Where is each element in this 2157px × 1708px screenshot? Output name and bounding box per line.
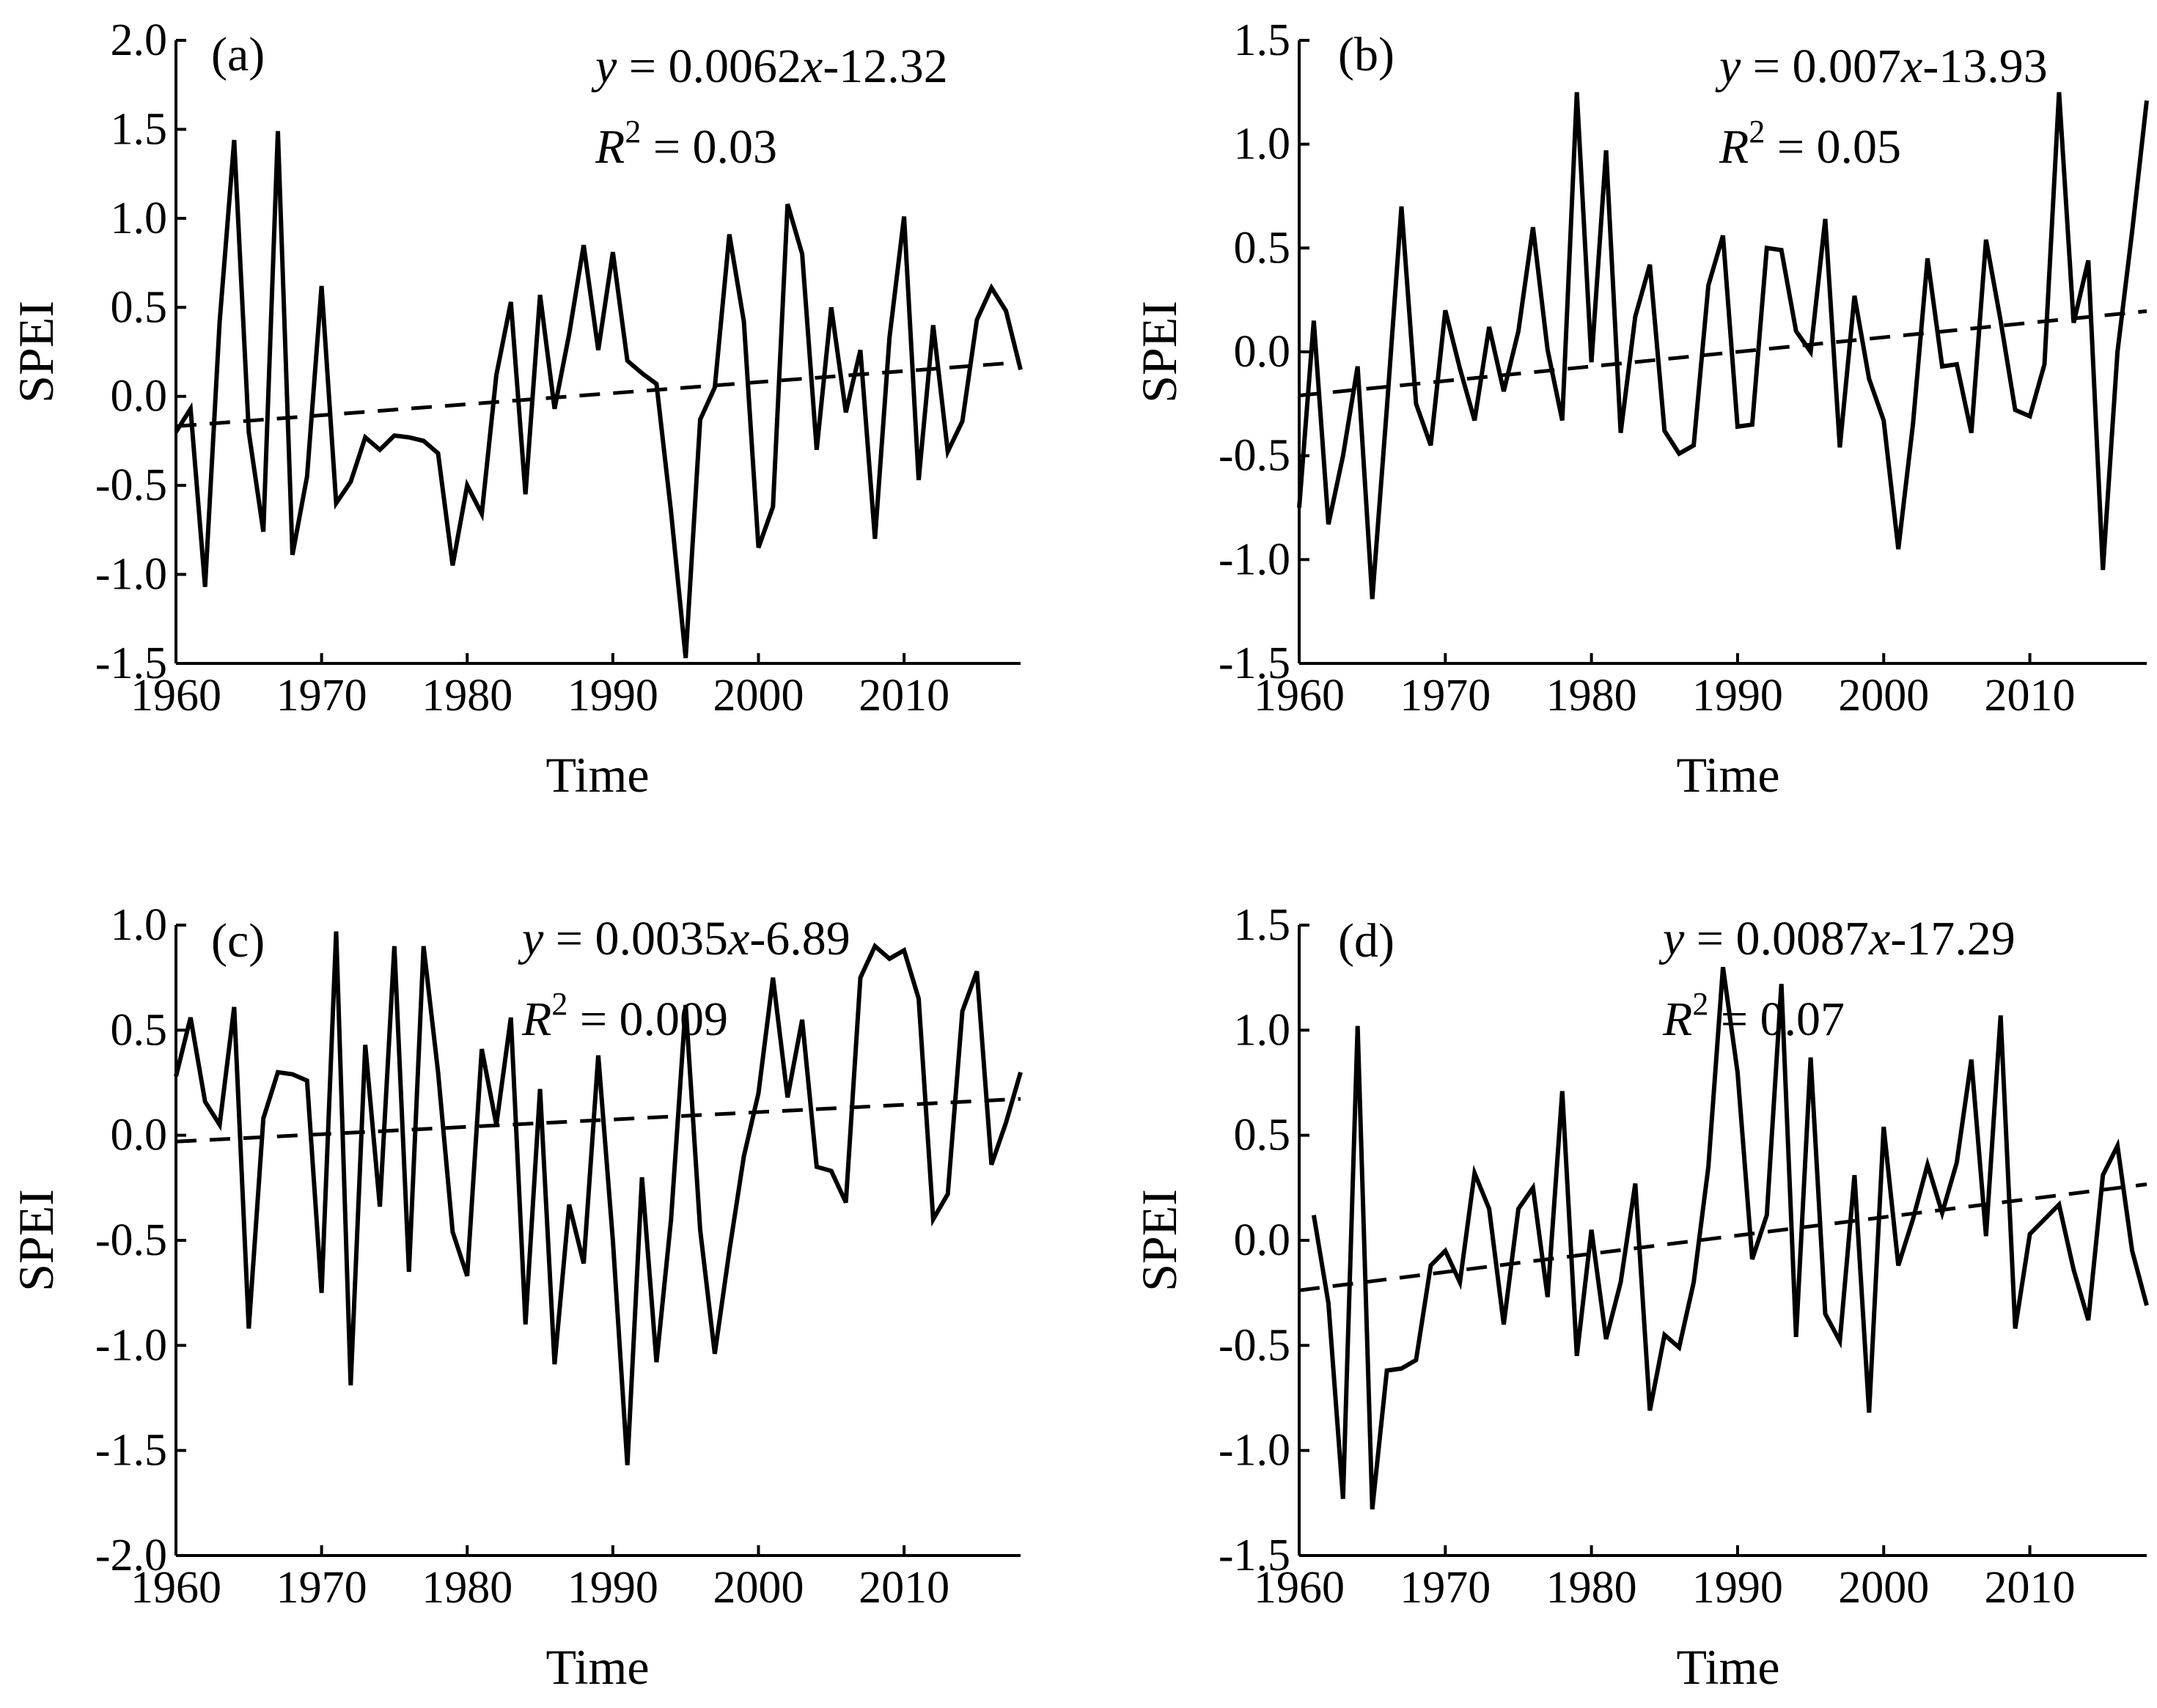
x-tick-label: 2000: [1838, 1563, 1929, 1613]
panel-c: -2.0 -1.5 -1.0 -0.5 0.0 0.5 1.0 1960 1970 1980 199…: [8, 900, 1023, 1695]
y-tick-label: 0.0: [1234, 327, 1291, 377]
y-axis-title: SPEI: [8, 301, 64, 403]
x-tick-label: 1980: [422, 1563, 512, 1613]
y-tick-label: -0.5: [95, 460, 167, 510]
y-tick-label: 0.0: [1234, 1215, 1291, 1265]
y-tick-label: -1.0: [95, 1320, 167, 1370]
y-tick-label: 0.5: [111, 1005, 168, 1055]
y-tick-label: -0.5: [1219, 431, 1290, 481]
y-tick-label: -1.0: [95, 550, 167, 600]
panel-label: (b): [1338, 28, 1394, 81]
spei-series-line: [1311, 966, 2149, 1510]
y-tick-label: 1.0: [111, 900, 168, 950]
r-squared: R2 = 0.07: [1662, 986, 1845, 1046]
panel-d: -1.5 -1.0 -0.5 0.0 0.5 1.0 1.5 1960 1970 1980 1990…: [1131, 900, 2149, 1695]
x-axis-title: Time: [545, 747, 649, 803]
x-tick-label: 1960: [1254, 1563, 1345, 1613]
y-tick-label: -1.0: [1219, 1426, 1290, 1476]
y-axis-title: SPEI: [1131, 1189, 1187, 1292]
x-tick-label: 2000: [713, 1563, 804, 1613]
y-tick-label: -1.5: [1219, 1531, 1290, 1580]
x-tick-label: 1970: [1400, 1563, 1491, 1613]
x-tick-label: 1970: [1400, 671, 1491, 721]
panel-a: -1.5 -1.0 -0.5 0.0 0.5 1.0 1.5 2.0 1960 1970 1980 1…: [8, 15, 1023, 803]
regression-equation: y = 0.0035x-6.89: [518, 912, 850, 965]
x-tick-label: 1980: [1546, 671, 1637, 721]
r-squared: R2 = 0.05: [1719, 114, 1901, 174]
y-tick-label: 0.5: [1234, 1111, 1291, 1160]
regression-equation: y = 0.007x-13.93: [1715, 40, 2048, 93]
y-axis-title: SPEI: [1131, 301, 1187, 403]
x-tick-label: 1960: [131, 671, 221, 721]
y-tick-label: 1.5: [111, 104, 168, 154]
r-squared: R2 = 0.009: [521, 986, 728, 1046]
y-tick-label: 0.0: [111, 1111, 168, 1160]
trend-line: [175, 1097, 1021, 1144]
y-axis-title: SPEI: [8, 1189, 64, 1292]
trend-line: [175, 360, 1021, 429]
y-tick-label: 1.0: [111, 194, 168, 243]
y-tick-label: -0.5: [95, 1215, 167, 1265]
spei-series-line: [1297, 92, 2149, 600]
regression-equation: y = 0.0087x-17.29: [1658, 912, 2015, 965]
x-tick-label: 2010: [1985, 671, 2076, 721]
x-tick-label: 1960: [1254, 671, 1345, 721]
y-tick-label: 1.0: [1234, 1005, 1291, 1055]
y-tick-label: 1.5: [1234, 900, 1291, 950]
panel-label: (d): [1338, 914, 1394, 968]
x-tick-label: 1990: [1692, 671, 1783, 721]
x-tick-label: 2010: [1985, 1563, 2076, 1613]
x-tick-label: 2010: [859, 1563, 949, 1613]
x-axis-title: Time: [1676, 1639, 1779, 1695]
x-tick-label: 1990: [567, 1563, 658, 1613]
y-tick-label: 1.5: [1234, 15, 1291, 65]
panel-b: -1.5 -1.0 -0.5 0.0 0.5 1.0 1.5 1960 1970 1980 1990…: [1131, 15, 2149, 803]
x-tick-label: 1970: [276, 671, 367, 721]
y-tick-label: -1.5: [95, 638, 167, 688]
r-squared: R2 = 0.03: [595, 114, 777, 174]
x-tick-label: 2000: [713, 671, 804, 721]
y-tick-label: 1.0: [1234, 119, 1291, 169]
y-tick-label: -2.0: [95, 1531, 167, 1580]
y-tick-label: 0.0: [111, 372, 168, 422]
y-tick-label: -1.5: [95, 1426, 167, 1476]
y-tick-label: 0.5: [111, 282, 168, 332]
panel-label: (a): [211, 28, 265, 81]
spei-series-line: [174, 931, 1023, 1465]
panel-label: (c): [211, 914, 265, 968]
spei-series-line: [174, 130, 1023, 658]
x-tick-label: 1970: [276, 1563, 367, 1613]
y-tick-label: 0.5: [1234, 223, 1291, 273]
x-tick-label: 1980: [1546, 1563, 1637, 1613]
x-tick-label: 2000: [1838, 671, 1929, 721]
trend-line: [1298, 309, 2147, 397]
x-tick-label: 1980: [422, 671, 512, 721]
y-tick-label: -0.5: [1219, 1320, 1290, 1370]
trend-line: [1298, 1182, 2147, 1292]
x-axis-title: Time: [545, 1639, 649, 1695]
x-tick-label: 1990: [1692, 1563, 1783, 1613]
y-tick-label: -1.5: [1219, 638, 1290, 688]
regression-equation: y = 0.0062x-12.32: [591, 40, 948, 93]
x-tick-label: 1960: [131, 1563, 221, 1613]
x-axis-title: Time: [1676, 747, 1779, 803]
y-tick-label: 2.0: [111, 15, 168, 65]
y-tick-label: -1.0: [1219, 534, 1290, 584]
x-tick-label: 1990: [567, 671, 658, 721]
x-tick-label: 2010: [859, 671, 949, 721]
